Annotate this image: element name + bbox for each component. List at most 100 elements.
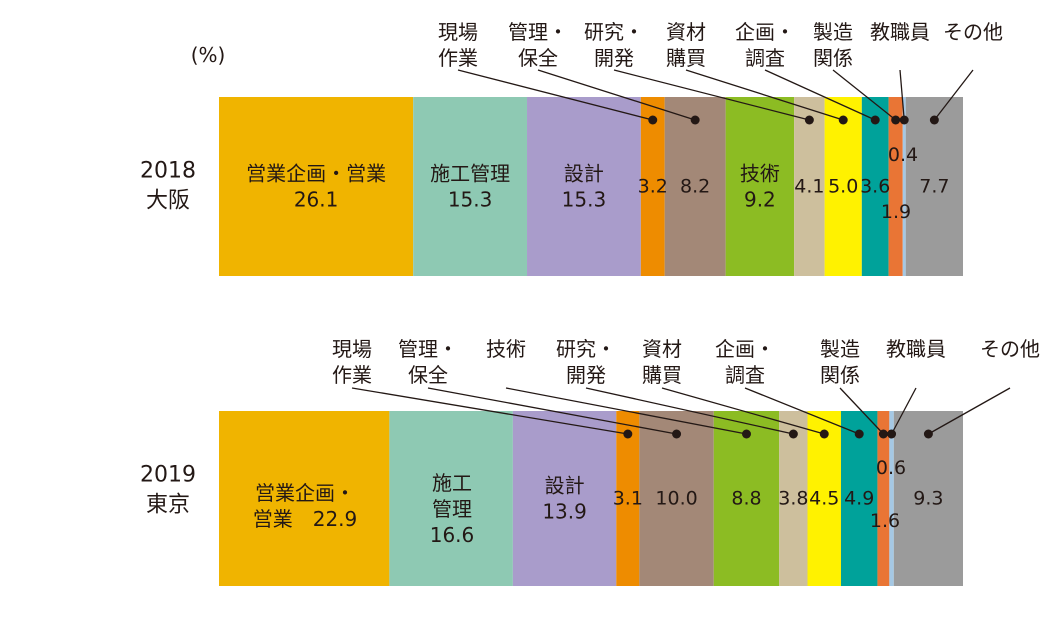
data-label: 設計 xyxy=(545,474,585,498)
callout-line xyxy=(839,387,884,435)
bar-segment xyxy=(664,97,726,276)
callout-dot xyxy=(788,429,798,439)
callout-dot xyxy=(929,115,939,125)
callout-line xyxy=(661,387,825,435)
callout-line xyxy=(685,69,844,121)
callout-dot xyxy=(854,429,864,439)
bars-layer xyxy=(219,97,963,586)
bar-segment xyxy=(389,411,513,586)
bar-segment xyxy=(840,411,878,586)
callout-dot xyxy=(838,115,848,125)
bar-segment xyxy=(413,97,528,276)
callout-label: 製造 xyxy=(820,337,860,361)
callout-label: 関係 xyxy=(820,363,860,387)
callout-dot xyxy=(887,429,897,439)
data-label: 営業企画・ xyxy=(255,481,355,505)
callout-line xyxy=(457,69,653,121)
bar-segment xyxy=(794,97,825,276)
callout-label: 技術 xyxy=(486,337,526,361)
data-label: 8.2 xyxy=(680,176,710,198)
callout-line xyxy=(613,69,810,121)
data-label: 8.8 xyxy=(731,488,761,510)
category-label: 2018 xyxy=(140,159,196,184)
callout-dot xyxy=(648,115,658,125)
data-label: 26.1 xyxy=(294,188,339,212)
bar-segment xyxy=(877,411,890,586)
data-label: 3.1 xyxy=(613,488,643,510)
callout-line xyxy=(351,387,628,435)
bar-segment xyxy=(725,97,795,276)
callout-label: 資材 xyxy=(666,20,706,44)
callout-lines-layer xyxy=(351,69,1011,439)
bar-segment xyxy=(219,411,390,586)
callout-label: 購買 xyxy=(642,363,682,387)
bar-segment xyxy=(824,97,862,276)
callout-dot xyxy=(819,429,829,439)
data-label: 施工 xyxy=(432,471,472,495)
callout-line xyxy=(505,387,747,435)
callout-label: その他 xyxy=(980,337,1040,361)
category-label: 大阪 xyxy=(146,189,190,214)
data-label: 10.0 xyxy=(655,488,697,510)
bar-segment xyxy=(888,97,903,276)
callout-label: 作業 xyxy=(332,363,372,387)
callout-label: 調査 xyxy=(725,363,765,387)
category-label: 東京 xyxy=(146,493,190,518)
bar-segment xyxy=(713,411,780,586)
unit-label: (%) xyxy=(191,43,226,67)
data-label: 16.6 xyxy=(430,523,475,547)
bar-segment xyxy=(616,411,640,586)
callout-line xyxy=(891,387,917,435)
data-label: 3.6 xyxy=(860,176,890,198)
bar-segment xyxy=(779,411,808,586)
callout-label: 資材 xyxy=(642,337,682,361)
data-label: 5.0 xyxy=(828,176,858,198)
callout-label: 関係 xyxy=(813,46,853,70)
callout-dot xyxy=(741,429,751,439)
bar-segment xyxy=(639,411,714,586)
callout-dot xyxy=(672,429,682,439)
callout-dot xyxy=(623,429,633,439)
callout-label: 企画・ xyxy=(735,20,795,44)
category-label: 2019 xyxy=(140,463,196,488)
data-label: 9.3 xyxy=(913,488,943,510)
data-label: 設計 xyxy=(564,162,604,186)
bar-segment xyxy=(902,97,906,276)
bar-segment xyxy=(807,411,841,586)
callout-dot xyxy=(804,115,814,125)
bar-segment xyxy=(527,97,641,276)
callout-dot xyxy=(878,429,888,439)
data-label: 管理 xyxy=(432,497,472,521)
data-label: 9.2 xyxy=(744,188,776,212)
data-label: 3.2 xyxy=(638,176,668,198)
callout-label: 調査 xyxy=(745,46,785,70)
callout-label: 研究・ xyxy=(556,337,616,361)
data-label: 0.4 xyxy=(888,144,918,166)
callout-dot xyxy=(923,429,933,439)
callout-label: 保全 xyxy=(408,363,448,387)
callout-label: 研究・ xyxy=(584,20,644,44)
data-label: 営業企画・営業 xyxy=(246,162,386,186)
callout-label: 開発 xyxy=(566,363,606,387)
data-label: 3.8 xyxy=(778,488,808,510)
bar-segment xyxy=(893,411,963,586)
bar-segment xyxy=(640,97,665,276)
callout-label: 現場 xyxy=(332,337,372,361)
bar-segment xyxy=(219,97,414,276)
callout-label: 管理・ xyxy=(398,337,458,361)
callout-label: 教職員 xyxy=(886,337,946,361)
callout-label: 作業 xyxy=(438,46,478,70)
data-label: 技術 xyxy=(740,162,780,186)
data-label: 15.3 xyxy=(562,188,607,212)
callout-label: 現場 xyxy=(438,20,478,44)
callout-label: その他 xyxy=(943,20,1003,44)
callout-label: 製造 xyxy=(813,20,853,44)
data-label: 0.6 xyxy=(876,457,906,479)
bar-segment xyxy=(512,411,617,586)
data-label: 13.9 xyxy=(542,500,587,524)
callout-label: 管理・ xyxy=(508,20,568,44)
data-label: 15.3 xyxy=(448,188,493,212)
callout-line xyxy=(899,69,905,121)
